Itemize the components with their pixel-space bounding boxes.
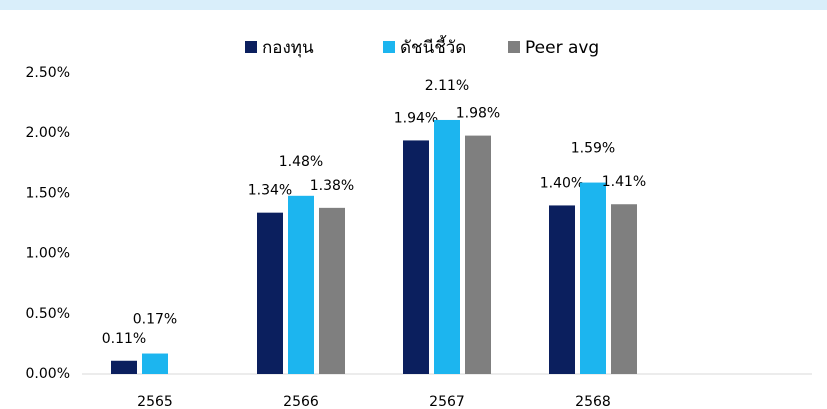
legend-swatch	[245, 41, 257, 53]
y-tick-label: 1.50%	[26, 185, 70, 201]
bar	[434, 119, 460, 375]
data-label: 1.59%	[571, 141, 615, 157]
bar	[403, 140, 429, 374]
legend-label: กองทุน	[262, 38, 314, 58]
header-band	[0, 0, 827, 10]
y-tick-label: 0.00%	[26, 366, 70, 382]
y-tick-label: 1.00%	[26, 246, 70, 262]
y-tick-label: 2.50%	[26, 65, 70, 81]
data-label: 1.38%	[310, 178, 354, 194]
legend-label: Peer avg	[525, 38, 599, 58]
legend-swatch	[508, 41, 520, 53]
data-label: 1.48%	[279, 154, 323, 170]
bar	[465, 135, 491, 374]
bar	[288, 195, 314, 374]
bar	[319, 207, 345, 374]
bar	[111, 360, 137, 374]
x-tick-label: 2568	[575, 394, 611, 409]
data-label: 1.41%	[602, 174, 646, 190]
bar	[549, 205, 575, 374]
y-tick-label: 0.50%	[26, 306, 70, 322]
data-label: 1.34%	[248, 183, 292, 199]
bar	[257, 212, 283, 374]
data-label: 0.17%	[133, 312, 177, 328]
legend-swatch	[383, 41, 395, 53]
data-label: 1.40%	[540, 175, 584, 191]
x-tick-label: 2566	[283, 394, 319, 409]
data-label: 1.98%	[456, 106, 500, 122]
bar	[580, 182, 606, 374]
data-label: 2.11%	[425, 78, 469, 94]
x-tick-label: 2567	[429, 394, 465, 409]
x-tick-label: 2565	[137, 394, 173, 409]
y-tick-label: 2.00%	[26, 125, 70, 141]
data-label: 1.94%	[394, 110, 438, 126]
data-label: 0.11%	[102, 331, 146, 347]
bar	[611, 204, 637, 374]
bar	[142, 353, 168, 374]
legend-label: ดัชนีชี้วัด	[400, 35, 466, 58]
